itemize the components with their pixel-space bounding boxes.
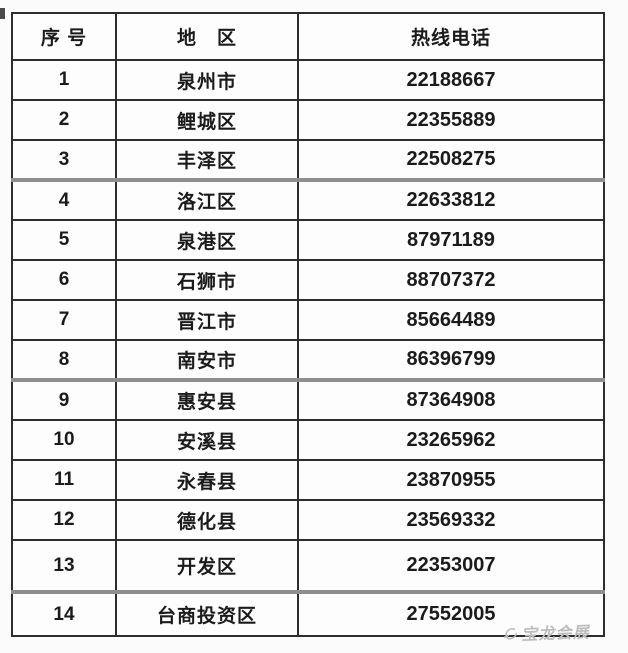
table-row: 1 泉州市 22188667 xyxy=(11,59,605,101)
table-body: 1 泉州市 22188667 2 鲤城区 22355889 3 丰泽区 22508275 4 洛江区… xyxy=(11,59,605,637)
cell-serial-number: 7 xyxy=(11,299,117,341)
table-row: 8 南安市 86396799 xyxy=(11,339,605,382)
table-row: 9 惠安县 87364908 xyxy=(11,379,605,421)
cell-phone: 22633812 xyxy=(297,179,605,221)
header-hotline-phone: 热线电话 xyxy=(297,12,605,61)
table-row: 6 石狮市 88707372 xyxy=(11,259,605,301)
cell-phone: 22355889 xyxy=(297,99,605,141)
table-row: 12 德化县 23569332 xyxy=(11,499,605,541)
cell-serial-number: 14 xyxy=(11,591,117,637)
watermark: 宝龙会展 xyxy=(501,618,594,645)
cell-serial-number: 1 xyxy=(11,59,117,101)
cell-phone: 85664489 xyxy=(297,299,605,341)
cell-phone: 23569332 xyxy=(297,499,605,541)
cell-phone: 23265962 xyxy=(297,419,605,461)
cell-serial-number: 8 xyxy=(11,339,117,382)
table-row: 11 永春县 23870955 xyxy=(11,459,605,501)
cell-phone: 88707372 xyxy=(297,259,605,301)
table-header: 序 号 地 区 热线电话 xyxy=(11,12,605,61)
cell-serial-number: 5 xyxy=(11,219,117,261)
table-row: 2 鲤城区 22355889 xyxy=(11,99,605,141)
edge-artifact xyxy=(0,8,5,19)
header-serial-number: 序 号 xyxy=(11,12,117,61)
cell-phone: 86396799 xyxy=(297,339,605,382)
cell-region: 丰泽区 xyxy=(115,139,299,182)
header-row: 序 号 地 区 热线电话 xyxy=(11,12,605,61)
cell-serial-number: 4 xyxy=(11,179,117,221)
cell-serial-number: 13 xyxy=(11,539,117,594)
hotline-table: 序 号 地 区 热线电话 1 泉州市 22188667 2 鲤城区 22355889 3 丰泽… xyxy=(11,12,605,637)
cell-region: 永春县 xyxy=(115,459,299,501)
cell-phone: 22188667 xyxy=(297,59,605,101)
cell-phone: 87364908 xyxy=(297,379,605,421)
watermark-text: 宝龙会展 xyxy=(520,624,593,644)
cell-region: 惠安县 xyxy=(115,379,299,421)
header-region: 地 区 xyxy=(115,12,299,61)
watermark-logo-icon xyxy=(503,627,518,640)
table-row: 13 开发区 22353007 xyxy=(11,539,605,594)
cell-region: 开发区 xyxy=(115,539,299,594)
table-row: 14 台商投资区 27552005 xyxy=(11,591,605,637)
cell-region: 泉州市 xyxy=(115,59,299,101)
cell-region: 洛江区 xyxy=(115,179,299,221)
cell-phone: 27552005 xyxy=(297,591,605,637)
cell-region: 台商投资区 xyxy=(115,591,299,637)
table-row: 3 丰泽区 22508275 xyxy=(11,139,605,182)
cell-serial-number: 12 xyxy=(11,499,117,541)
table-row: 4 洛江区 22633812 xyxy=(11,179,605,221)
cell-region: 南安市 xyxy=(115,339,299,382)
cell-region: 安溪县 xyxy=(115,419,299,461)
cell-phone: 87971189 xyxy=(297,219,605,261)
cell-phone: 23870955 xyxy=(297,459,605,501)
table-row: 5 泉港区 87971189 xyxy=(11,219,605,261)
cell-phone: 22508275 xyxy=(297,139,605,182)
cell-phone: 22353007 xyxy=(297,539,605,594)
cell-serial-number: 11 xyxy=(11,459,117,501)
cell-region: 晋江市 xyxy=(115,299,299,341)
table-row: 10 安溪县 23265962 xyxy=(11,419,605,461)
cell-serial-number: 9 xyxy=(11,379,117,421)
cell-region: 泉港区 xyxy=(115,219,299,261)
cell-serial-number: 10 xyxy=(11,419,117,461)
cell-serial-number: 6 xyxy=(11,259,117,301)
cell-region: 鲤城区 xyxy=(115,99,299,141)
cell-serial-number: 2 xyxy=(11,99,117,141)
table-row: 7 晋江市 85664489 xyxy=(11,299,605,341)
cell-serial-number: 3 xyxy=(11,139,117,182)
cell-region: 石狮市 xyxy=(115,259,299,301)
cell-region: 德化县 xyxy=(115,499,299,541)
